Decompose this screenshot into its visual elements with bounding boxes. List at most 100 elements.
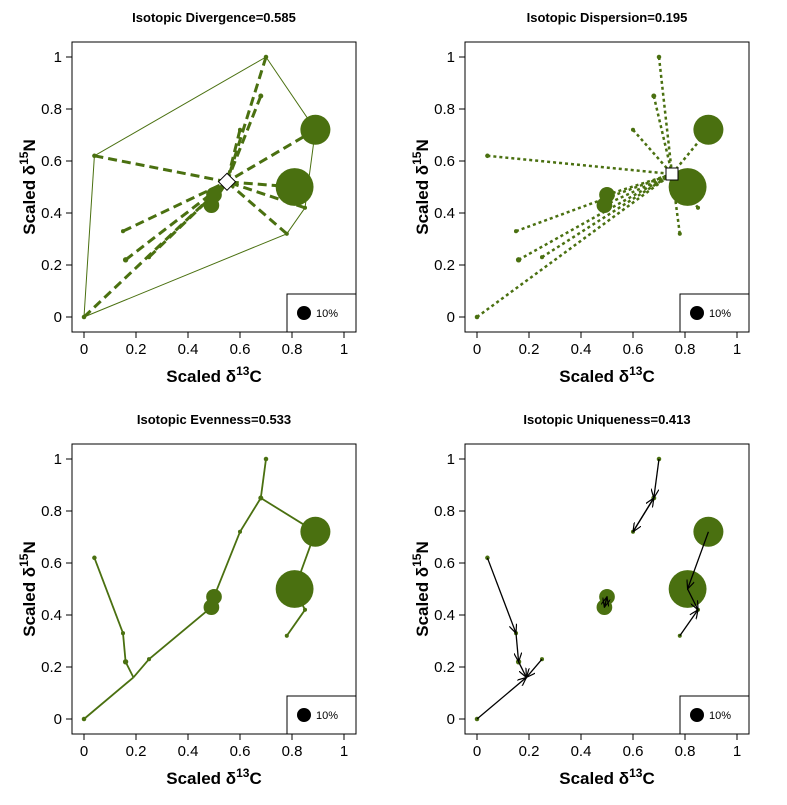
nearest-neighbour-arrow xyxy=(518,661,527,678)
data-point xyxy=(302,607,308,612)
x-tick-label: 1 xyxy=(733,341,741,358)
chart-evenness: Isotopic Evenness=0.533 0 0.2 0.4 0.6 0.8 1 0 0.… xyxy=(17,412,357,788)
y-tick-label: 0.6 xyxy=(434,555,455,572)
chart-title: Isotopic Uniqueness=0.413 xyxy=(523,412,690,427)
data-point xyxy=(263,54,269,60)
data-point xyxy=(120,631,126,636)
legend-dot xyxy=(690,306,704,320)
nearest-neighbour-arrow xyxy=(688,531,710,589)
x-tick-label: 0.8 xyxy=(282,341,303,358)
x-tick-label: 0 xyxy=(473,743,481,760)
y-tick-label: 0.4 xyxy=(41,607,62,624)
y-tick-label: 0 xyxy=(54,309,62,326)
legend-label: 10% xyxy=(709,710,731,722)
y-tick-label: 1 xyxy=(447,451,455,468)
data-point xyxy=(695,205,701,210)
y-tick-label: 0.2 xyxy=(434,659,455,676)
y-tick-label: 0.4 xyxy=(434,607,455,624)
data-point xyxy=(258,93,264,99)
legend-label: 10% xyxy=(709,308,731,320)
y-tick-label: 0.6 xyxy=(41,153,62,170)
tree-edge xyxy=(239,497,262,533)
data-point xyxy=(539,255,545,260)
nearest-neighbour-arrow xyxy=(476,677,526,720)
data-point xyxy=(92,555,97,561)
data-point xyxy=(92,153,97,159)
x-tick-label: 0.4 xyxy=(178,743,199,760)
nearest-neighbour-arrow xyxy=(654,458,660,498)
x-tick-label: 0.4 xyxy=(571,341,592,358)
legend-dot xyxy=(297,306,311,320)
y-tick-label: 1 xyxy=(447,49,455,66)
y-axis-label: Scaled δ15N xyxy=(17,541,39,636)
legend-label: 10% xyxy=(316,308,338,320)
chart-panel-uniqueness: Isotopic Uniqueness=0.413 0 0.2 0.4 0.6 0.8 1 0… xyxy=(393,402,786,804)
data-point xyxy=(693,516,724,547)
y-tick-label: 0.6 xyxy=(41,555,62,572)
x-tick-label: 1 xyxy=(733,743,741,760)
legend-box xyxy=(679,695,750,735)
data-point xyxy=(599,186,615,203)
tree-edge xyxy=(124,661,135,678)
y-axis-label: Scaled δ15N xyxy=(410,541,432,636)
y-tick-label: 1 xyxy=(54,451,62,468)
x-tick-label: 0.2 xyxy=(519,743,540,760)
nearest-neighbour-arrow xyxy=(516,633,519,662)
link-to-center xyxy=(226,180,295,189)
chart-title: Isotopic Divergence=0.585 xyxy=(132,10,296,25)
link-to-center xyxy=(515,172,673,233)
data-point xyxy=(263,456,269,462)
x-axis-label: Scaled δ13C xyxy=(166,766,261,788)
tree-edge xyxy=(286,609,306,637)
y-tick-label: 0.2 xyxy=(41,659,62,676)
link-to-center xyxy=(476,172,673,319)
y-tick-label: 0.8 xyxy=(434,101,455,118)
link-to-center xyxy=(225,129,242,183)
chart-title: Isotopic Dispersion=0.195 xyxy=(527,10,688,25)
y-tick-label: 0.8 xyxy=(434,503,455,520)
x-tick-label: 0 xyxy=(473,341,481,358)
y-tick-label: 0 xyxy=(447,711,455,728)
link-to-center xyxy=(122,180,228,233)
data-point xyxy=(513,229,519,234)
data-point xyxy=(485,555,490,561)
data-point xyxy=(146,657,152,662)
link-to-center xyxy=(541,172,673,259)
link-to-center xyxy=(487,154,673,176)
link-to-center xyxy=(226,128,317,184)
x-tick-label: 0 xyxy=(80,341,88,358)
data-point xyxy=(206,588,222,605)
x-tick-label: 1 xyxy=(340,341,348,358)
x-tick-label: 1 xyxy=(340,743,348,760)
x-axis-label: Scaled δ13C xyxy=(559,766,654,788)
x-tick-label: 0.8 xyxy=(675,341,696,358)
centroid-marker xyxy=(217,172,237,191)
centroid-marker xyxy=(665,167,679,181)
link-to-center xyxy=(225,56,268,183)
x-axis-label: Scaled δ13C xyxy=(166,364,261,386)
data-point xyxy=(284,231,289,236)
chart-panel-evenness: Isotopic Evenness=0.533 0 0.2 0.4 0.6 0.8 1 0 0.… xyxy=(0,402,393,804)
data-point xyxy=(474,314,480,320)
data-point xyxy=(284,633,289,638)
link-to-center xyxy=(517,172,673,261)
link-to-center xyxy=(632,128,673,175)
x-tick-label: 0.8 xyxy=(282,743,303,760)
y-tick-label: 0.6 xyxy=(434,153,455,170)
data-point xyxy=(275,570,314,608)
x-tick-label: 0 xyxy=(80,743,88,760)
tree-edge xyxy=(213,531,241,598)
link-to-center xyxy=(652,95,674,175)
data-point xyxy=(81,716,87,722)
x-tick-label: 0.6 xyxy=(230,743,251,760)
link-to-center xyxy=(606,172,673,196)
x-tick-label: 0.2 xyxy=(126,341,147,358)
link-to-center xyxy=(94,154,228,184)
data-point xyxy=(485,153,490,159)
x-tick-label: 0.4 xyxy=(571,743,592,760)
y-tick-label: 0.2 xyxy=(41,257,62,274)
legend-dot xyxy=(297,708,311,722)
data-point xyxy=(302,205,308,210)
data-point xyxy=(120,229,126,234)
